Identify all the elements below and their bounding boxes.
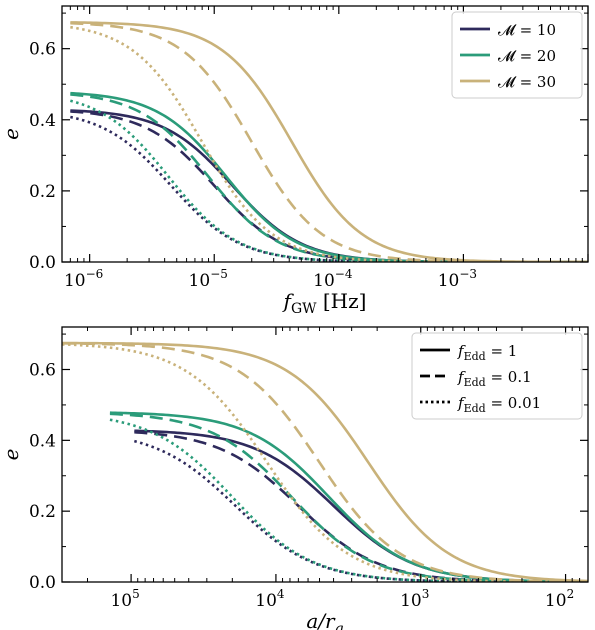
y-tick-label: 0.4: [29, 111, 56, 131]
series-line-M20-fedd-1: [70, 91, 588, 262]
legend-label: fEdd = 1: [457, 342, 517, 363]
x-tick-label: 103: [400, 587, 429, 611]
y-tick-label: 0.2: [29, 502, 56, 522]
x-tick-label: 10−6: [64, 267, 103, 291]
plot-frame: [61, 326, 589, 583]
plot-frame: [61, 5, 589, 263]
x-axis-label: a/rg: [306, 609, 343, 630]
series-line-M10-fedd-0p01: [133, 439, 588, 582]
x-tick-label: 10−3: [438, 267, 477, 291]
series-line-M10-fedd-1: [70, 109, 588, 262]
series-line-M30-fedd-0p1: [70, 21, 588, 262]
x-tick-label: 10−5: [189, 267, 228, 291]
y-tick-label: 0.0: [29, 573, 56, 593]
x-axis-label: fGW [Hz]: [282, 289, 367, 317]
series-line-M20-fedd-0p1: [70, 93, 588, 262]
y-tick-label: 0.6: [29, 361, 56, 381]
x-tick-label: 102: [545, 587, 574, 611]
series-line-M10-fedd-0p1: [70, 110, 588, 262]
legend-label: 𝓜 = 30: [498, 73, 556, 91]
legend-label: fEdd = 0.01: [457, 394, 541, 415]
y-tick-label: 0.0: [29, 253, 56, 273]
series-line-M20-fedd-0p01: [70, 99, 588, 262]
legend-label: fEdd = 0.1: [457, 368, 532, 389]
series-line-M30-fedd-0p01: [70, 25, 588, 262]
y-axis-label: e: [0, 449, 23, 461]
y-tick-label: 0.2: [29, 182, 56, 202]
x-tick-label: 10−4: [313, 267, 353, 291]
legend-label: 𝓜 = 10: [498, 21, 556, 39]
legend-box: [411, 332, 583, 420]
y-axis-label: e: [0, 128, 23, 140]
x-tick-label: 104: [255, 587, 285, 611]
series-line-M30-fedd-0p1: [62, 342, 588, 582]
legend-box: [451, 11, 583, 99]
series-line-M10-fedd-0p01: [70, 115, 588, 262]
series-line-M20-fedd-0p01: [109, 418, 588, 582]
y-tick-label: 0.6: [29, 40, 56, 60]
legend-label: 𝓜 = 20: [498, 47, 556, 65]
series-line-M20-fedd-0p1: [109, 412, 588, 582]
y-tick-label: 0.4: [29, 431, 56, 451]
x-tick-label: 105: [110, 587, 139, 611]
series-line-M10-fedd-0p1: [134, 430, 588, 582]
series-line-M30-fedd-1: [62, 341, 588, 582]
